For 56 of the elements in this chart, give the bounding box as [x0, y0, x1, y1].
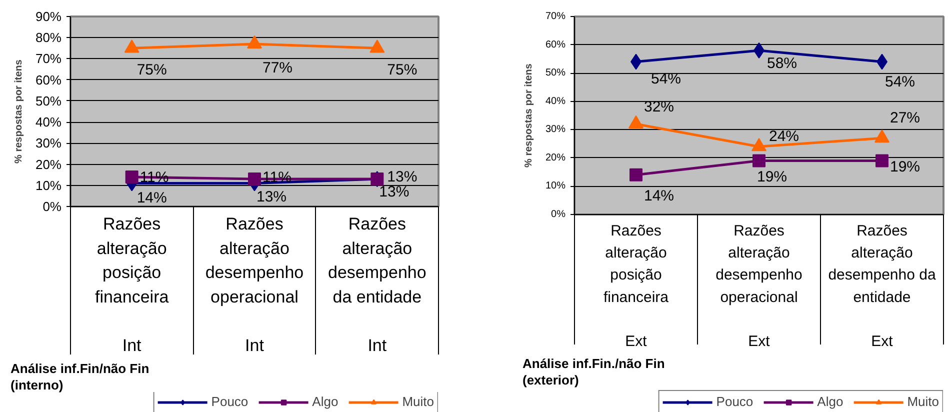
y-tick-label: 20% [545, 152, 566, 164]
legend-label: Pouco [716, 394, 754, 409]
y-tick-label: 70% [35, 51, 62, 66]
point [370, 40, 385, 53]
data-label: 19% [757, 168, 788, 186]
y-tick-label: 60% [35, 72, 62, 88]
data-label: 13% [379, 184, 410, 201]
y-tick-label: 90% [35, 9, 62, 24]
point [876, 154, 888, 168]
data-label: 77% [262, 59, 293, 76]
point [124, 40, 140, 53]
data-label: 75% [387, 62, 418, 79]
data-label: 24% [769, 128, 800, 146]
data-label: 27% [890, 110, 920, 127]
category-label: Razões alteração posição financeira Ext [603, 222, 669, 350]
legend-label: Algo [817, 394, 844, 409]
point [630, 168, 642, 182]
category-label: Razões alteração desempenho da entidade Ext [828, 222, 936, 350]
data-label: 75% [136, 62, 167, 79]
category-label: Razões alteração desempenho operacional Ext [716, 222, 802, 350]
y-axis-title: % respostas por itens [13, 59, 24, 164]
data-label: 14% [644, 187, 674, 204]
y-tick-label: 50% [545, 68, 566, 79]
y-tick-label: 70% [545, 11, 566, 22]
legend-label: Algo [312, 394, 338, 409]
data-label: 13% [387, 168, 418, 186]
legend-label: Muito [907, 394, 939, 409]
point [248, 172, 261, 186]
data-label: 13% [256, 188, 287, 206]
point [125, 170, 138, 184]
category-label: Razões alteração desempenho operacional Int [205, 214, 304, 356]
y-tick-label: 30% [35, 136, 62, 151]
x-axis-title: Análise inf.Fin/não Fin (interno) [10, 361, 150, 392]
y-tick-label: 10% [545, 180, 566, 192]
y-tick-label: 30% [545, 124, 566, 136]
category-label: Razões alteração desempenho da entidade Int [328, 214, 426, 356]
data-label: 14% [136, 189, 167, 206]
y-tick-label: 10% [35, 178, 62, 193]
y-axis-title: % respostas por itens [523, 63, 534, 168]
point [752, 154, 766, 168]
x-axis-title: Análise inf.Fin./não Fin (exterior) [522, 356, 665, 388]
point [247, 35, 262, 48]
data-label: 54% [885, 73, 916, 90]
y-tick-label: 0% [42, 199, 62, 214]
y-tick-label: 20% [35, 156, 62, 172]
category-label: Razões alteração posição financeira Int [94, 214, 169, 356]
y-tick-label: 0% [551, 209, 566, 220]
y-tick-label: 40% [35, 114, 62, 130]
data-label: 19% [890, 158, 920, 176]
data-label: 58% [767, 54, 798, 72]
y-tick-label: 50% [35, 93, 62, 108]
y-tick-label: 40% [545, 96, 566, 107]
y-tick-label: 60% [545, 39, 566, 50]
legend-label: Pouco [211, 394, 248, 409]
y-tick-label: 80% [35, 30, 62, 46]
legend-label: Muito [402, 394, 434, 409]
